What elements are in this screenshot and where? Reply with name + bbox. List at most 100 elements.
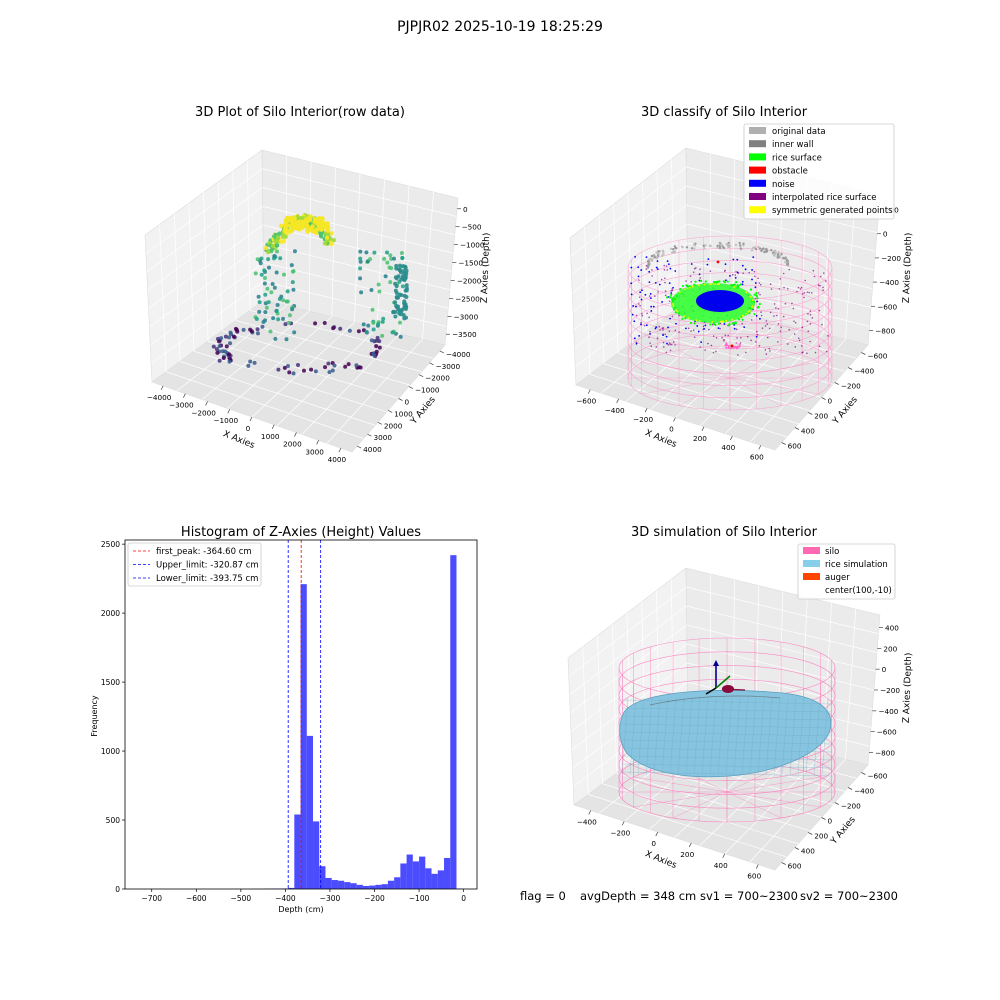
cls-point-inner-wall <box>646 260 650 263</box>
raw-y-tick-label: 4000 <box>363 445 382 454</box>
raw-point <box>223 334 228 339</box>
cls-point-interpolated <box>776 314 778 317</box>
raw-point <box>291 269 296 274</box>
cls-point-rice <box>672 297 675 300</box>
histogram-bar <box>375 884 382 889</box>
raw-point <box>397 292 402 297</box>
histogram-x-tick-label: −200 <box>364 894 385 903</box>
raw-point <box>403 276 408 281</box>
cls-point-interpolated <box>710 344 713 347</box>
histogram-y-tick-label: 1000 <box>101 747 120 756</box>
raw-x-tick-mark <box>249 416 253 422</box>
cls-point-interpolated <box>759 293 761 296</box>
cls-point-interpolated <box>715 350 717 353</box>
cls-point-symmetric <box>747 310 750 313</box>
cls-point-interpolated <box>649 330 651 333</box>
cls-point-inner-wall <box>685 246 689 249</box>
cls-point-interpolated <box>750 339 752 342</box>
cls-point-inner-wall <box>653 255 656 259</box>
cls-legend-label: noise <box>772 180 795 190</box>
raw-point <box>380 333 385 338</box>
raw-x-tick-mark <box>338 447 342 453</box>
histogram-y-ticks: 0 500 1000 1500 2000 2500 <box>101 540 125 894</box>
cls-point-interpolated <box>664 290 667 292</box>
cls-y-tick-label: 600 <box>788 442 802 451</box>
sim-rice-mesh <box>621 739 833 745</box>
sim-rice-mesh <box>773 697 781 775</box>
cls-point-interpolated <box>699 346 702 348</box>
raw-point <box>371 320 376 325</box>
cls-point-inner-wall <box>709 244 712 248</box>
cls-grid-line <box>686 223 875 271</box>
raw-point <box>322 241 328 246</box>
cls-point-symmetric <box>712 283 715 285</box>
cls-point-noise <box>655 266 658 269</box>
cls-point-rice <box>733 283 736 286</box>
cls-point-interpolated <box>809 313 812 316</box>
cls-silo-spoke <box>678 377 731 406</box>
cls-point-interpolated <box>825 280 827 282</box>
cls-grid-line <box>675 322 779 418</box>
sim-auger-shaft <box>721 688 746 691</box>
raw-point <box>252 360 257 365</box>
sim-x-tick-label: 200 <box>680 850 694 859</box>
cls-point-interpolated <box>724 269 726 272</box>
cls-point-inner-wall <box>660 254 664 258</box>
cls-point-noise <box>729 275 731 277</box>
raw-z-tick-label: −1500 <box>458 259 483 268</box>
cls-point-noise <box>640 298 643 301</box>
cls-point-noise <box>754 282 757 284</box>
cls-point-symmetric <box>672 305 675 307</box>
sim-rice-mesh <box>685 697 693 775</box>
cls-point-rice <box>753 312 756 316</box>
raw-x-tick-label: −1000 <box>213 416 238 425</box>
cls-point-rice <box>700 279 703 282</box>
raw-point <box>322 321 327 326</box>
raw-point <box>399 270 404 275</box>
cls-point-noise <box>640 323 642 326</box>
raw-point <box>316 217 322 223</box>
raw-point <box>274 238 279 243</box>
sim-rice-mesh <box>621 699 833 705</box>
cls-point-noise <box>725 279 727 282</box>
cls-point-interpolated <box>779 330 782 332</box>
raw-point <box>297 226 302 232</box>
cls-point-interpolated <box>648 336 650 339</box>
histogram-y-tick-label: 2500 <box>101 540 120 549</box>
cls-point-floor <box>725 346 728 349</box>
raw-point <box>371 327 376 332</box>
histogram-bars <box>263 555 463 889</box>
raw-point <box>377 339 382 344</box>
cls-point-noise <box>674 270 677 272</box>
raw-point <box>361 322 366 327</box>
raw-point <box>318 234 324 239</box>
cls-point-symmetric <box>748 309 751 312</box>
raw-x-tick-label: −2000 <box>191 408 216 417</box>
cls-x-tick-mark <box>587 389 591 394</box>
cls-point-noise <box>751 269 754 271</box>
raw-point <box>259 272 264 277</box>
raw-point <box>402 293 407 298</box>
cls-point-interpolated <box>723 339 725 342</box>
cls-point-symmetric <box>711 321 714 323</box>
sim-rice-mesh <box>725 697 733 775</box>
cls-legend-label: rice surface <box>772 153 822 163</box>
histogram-bar <box>387 880 395 889</box>
raw-point <box>263 245 269 251</box>
cls-y-tick-mark <box>847 367 853 370</box>
sim-y-arrow <box>715 675 731 689</box>
raw-y-tick-label: −4000 <box>446 350 471 359</box>
sim-silo-spoke <box>672 791 728 819</box>
raw-point <box>368 257 373 262</box>
cls-point-noise <box>743 326 746 329</box>
cls-point-interpolated <box>782 272 785 275</box>
cls-point-interpolated <box>748 271 750 274</box>
cls-point-noise <box>667 326 669 329</box>
figure-title: PJPJR02 2025-10-19 18:25:29 <box>397 19 603 35</box>
cls-point-inner-wall <box>655 251 658 254</box>
sim-legend-swatch <box>803 560 820 567</box>
cls-point-interpolated <box>811 317 814 319</box>
cls-legend-swatch <box>749 127 766 134</box>
raw-point <box>262 276 267 281</box>
sim-rice-mesh <box>629 697 637 775</box>
